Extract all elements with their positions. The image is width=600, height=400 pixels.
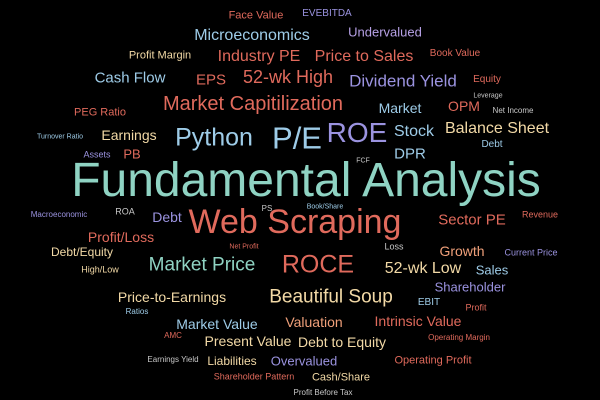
word-debt: Debt bbox=[481, 139, 503, 150]
word-sales: Sales bbox=[475, 262, 509, 278]
word-profit-loss: Profit/Loss bbox=[87, 229, 155, 245]
word-evebitda: EVEBITDA bbox=[302, 8, 352, 19]
word-dpr: DPR bbox=[394, 145, 426, 163]
word-earnings-yield: Earnings Yield bbox=[147, 355, 199, 364]
word-profit-before-tax: Profit Before Tax bbox=[293, 388, 353, 397]
word-balance-sheet: Balance Sheet bbox=[444, 120, 550, 137]
word-market-value: Market Value bbox=[176, 316, 258, 332]
word-ps: PS bbox=[261, 204, 273, 213]
word-turnover-ratio: Turnover Ratio bbox=[36, 133, 84, 141]
word-price-to-sales: Price to Sales bbox=[314, 48, 414, 65]
word-cash-flow: Cash Flow bbox=[94, 69, 166, 87]
word-roce: ROCE bbox=[281, 250, 355, 279]
word-fcf: FCF bbox=[356, 157, 370, 165]
word-cash-share: Cash/Share bbox=[311, 371, 371, 384]
word-face-value: Face Value bbox=[228, 9, 284, 22]
word-roe: ROE bbox=[326, 117, 388, 148]
word-eps: EPS bbox=[195, 71, 227, 89]
word-high-low: High/Low bbox=[81, 264, 119, 275]
word-shareholder-pattern: Shareholder Pattern bbox=[213, 371, 295, 382]
word-stock: Stock bbox=[393, 123, 435, 140]
word-book-share: Book/Share bbox=[306, 203, 344, 211]
word-present-value: Present Value bbox=[204, 333, 292, 349]
word-undervalued: Undervalued bbox=[348, 24, 422, 40]
word-valuation: Valuation bbox=[285, 314, 343, 330]
word-operating-profit: Operating Profit bbox=[394, 354, 472, 367]
word-current-price: Current Price bbox=[504, 247, 558, 258]
word-equity: Equity bbox=[473, 74, 501, 85]
word-macroeconomic: Macroeconomic bbox=[30, 210, 88, 219]
word-market: Market bbox=[378, 100, 422, 116]
word-amc: AMC bbox=[164, 331, 182, 340]
word-industry-pe: Industry PE bbox=[217, 48, 301, 65]
word-overvalued: Overvalued bbox=[270, 353, 338, 369]
word-opm: OPM bbox=[448, 98, 480, 114]
word-price-to-earnings: Price-to-Earnings bbox=[117, 289, 227, 305]
word-growth: Growth bbox=[439, 243, 485, 259]
word-beautiful-soup: Beautiful Soup bbox=[269, 286, 393, 308]
word-52-wk-low: 52-wk Low bbox=[384, 260, 462, 277]
word-ebit: EBIT bbox=[417, 297, 441, 308]
word-leverage: Leverage bbox=[473, 92, 503, 100]
word-debt: Debt bbox=[152, 209, 182, 225]
word-loss: Loss bbox=[384, 241, 404, 252]
word-52-wk-high: 52-wk High bbox=[242, 67, 334, 87]
word-debt-to-equity: Debt to Equity bbox=[298, 334, 386, 350]
word-ratios: Ratios bbox=[125, 307, 149, 316]
word-liabilities: Liabilities bbox=[207, 354, 257, 368]
word-sector-pe: Sector PE bbox=[438, 211, 506, 229]
word-web-scraping: Web Scraping bbox=[188, 203, 402, 241]
word-net-profit: Net Profit bbox=[229, 243, 259, 251]
word-profit-margin: Profit Margin bbox=[128, 49, 192, 62]
word-p-e: P/E bbox=[272, 120, 322, 156]
word-intrinsic-value: Intrinsic Value bbox=[374, 313, 462, 329]
word-market-capitilization: Market Capitilization bbox=[162, 93, 344, 115]
word-net-income: Net Income bbox=[492, 106, 534, 115]
word-dividend-yield: Dividend Yield bbox=[349, 71, 457, 91]
word-book-value: Book Value bbox=[429, 48, 481, 59]
word-profit: Profit bbox=[465, 302, 487, 313]
word-fundamental-analysis: Fundamental Analysis bbox=[71, 154, 541, 207]
word-peg-ratio: PEG Ratio bbox=[74, 106, 126, 119]
word-python: Python bbox=[175, 123, 253, 152]
word-market-price: Market Price bbox=[148, 254, 256, 276]
word-pb: PB bbox=[123, 146, 141, 162]
word-operating-margin: Operating Margin bbox=[428, 333, 490, 342]
word-assets: Assets bbox=[83, 149, 111, 160]
word-shareholder: Shareholder bbox=[434, 279, 506, 295]
word-roa: ROA bbox=[115, 206, 135, 217]
word-microeconomics: Microeconomics bbox=[194, 27, 310, 44]
word-revenue: Revenue bbox=[521, 209, 559, 220]
word-debt-equity: Debt/Equity bbox=[50, 245, 114, 259]
word-earnings: Earnings bbox=[101, 127, 157, 143]
